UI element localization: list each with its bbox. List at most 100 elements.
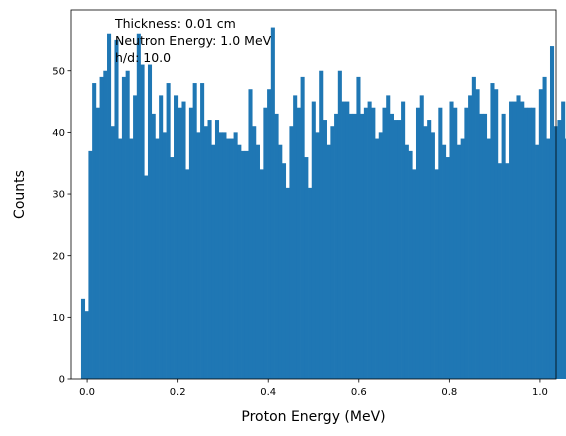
- histogram-bar: [214, 120, 220, 380]
- histogram-bar: [445, 157, 450, 379]
- histogram-bar: [423, 126, 428, 379]
- histogram-bar: [315, 132, 320, 379]
- histogram-bar: [285, 187, 290, 379]
- x-tick-label: 0.4: [260, 387, 276, 398]
- y-tick-label: 40: [52, 128, 65, 139]
- histogram-bar: [162, 132, 167, 379]
- histogram-bar: [352, 113, 357, 379]
- histogram-bar: [281, 163, 287, 379]
- y-tick-label: 30: [52, 190, 65, 201]
- x-tick-label: 0.0: [79, 387, 95, 398]
- histogram-bar: [144, 175, 149, 379]
- histogram-bar: [382, 107, 387, 379]
- histogram-bar: [494, 89, 499, 379]
- histogram-bar: [456, 144, 461, 379]
- histogram-bar: [367, 101, 372, 379]
- histogram-bar: [482, 113, 488, 379]
- histogram-bar: [222, 132, 227, 379]
- histogram-bar: [103, 70, 108, 379]
- histogram-bar: [229, 138, 234, 379]
- histogram-bar: [147, 64, 153, 379]
- histogram-bar: [233, 132, 238, 379]
- histogram-bar: [80, 298, 86, 379]
- histogram-bar: [348, 113, 354, 379]
- histogram-bar: [311, 101, 316, 379]
- y-tick-label: 0: [59, 375, 65, 386]
- histogram-bar: [523, 107, 528, 379]
- histogram-bar: [84, 311, 89, 379]
- histogram-bar: [363, 107, 368, 379]
- histogram-bar: [248, 89, 253, 379]
- histogram-bar: [386, 95, 391, 379]
- histogram-bar: [401, 101, 406, 379]
- histogram-bar: [155, 138, 160, 379]
- histogram-bar: [464, 107, 469, 379]
- histogram-bar: [408, 150, 413, 379]
- histogram-bar: [322, 120, 327, 380]
- histogram-bar: [449, 101, 454, 379]
- x-axis-label: Proton Energy (MeV): [241, 409, 385, 425]
- histogram-bar: [326, 144, 331, 379]
- histogram-bar: [412, 169, 417, 379]
- histogram-bar: [434, 169, 439, 379]
- histogram-bar: [192, 83, 197, 379]
- annotation-hd-ratio: h/d: 10.0: [115, 50, 171, 65]
- histogram-bar: [486, 138, 491, 379]
- histogram-bars: [80, 27, 566, 380]
- histogram-bar: [255, 144, 260, 379]
- histogram-bar: [211, 144, 216, 379]
- histogram-bar: [110, 126, 115, 379]
- histogram-bar: [356, 76, 361, 379]
- histogram-bar: [527, 107, 532, 379]
- histogram-bar: [300, 76, 305, 379]
- histogram-bar: [438, 107, 443, 379]
- histogram-bar: [151, 113, 156, 379]
- histogram-bar: [166, 83, 171, 379]
- histogram-bar: [419, 95, 424, 379]
- histogram-bar: [107, 33, 112, 380]
- histogram-bar: [468, 95, 473, 379]
- histogram-bar: [218, 132, 223, 379]
- histogram-bar: [267, 89, 272, 379]
- histogram-bar: [501, 113, 506, 379]
- histogram-bar: [460, 138, 465, 379]
- histogram-bar: [177, 107, 182, 379]
- histogram-bar: [252, 126, 257, 379]
- histogram-bar: [389, 113, 394, 379]
- histogram-bar: [516, 95, 521, 379]
- histogram-bar: [427, 120, 432, 380]
- histogram-bar: [497, 163, 502, 379]
- histogram-bar: [226, 138, 231, 379]
- histogram-bar: [564, 138, 566, 379]
- histogram-bar: [259, 169, 264, 379]
- histogram-bar: [393, 120, 398, 380]
- histogram-bar: [278, 144, 283, 379]
- x-tick-label: 1.0: [532, 387, 548, 398]
- histogram-bar: [345, 101, 350, 379]
- histogram-bar: [561, 101, 566, 379]
- histogram-bar: [95, 107, 100, 379]
- histogram-bar: [263, 107, 268, 379]
- y-tick-label: 20: [52, 251, 65, 262]
- histogram-bar: [125, 70, 130, 379]
- histogram-bar: [274, 113, 279, 379]
- histogram-bar: [415, 107, 421, 379]
- histogram-bar: [92, 83, 97, 379]
- histogram-bar: [296, 107, 301, 379]
- histogram-bar: [289, 126, 294, 379]
- histogram-bar: [207, 120, 212, 380]
- annotation-thickness: Thickness: 0.01 cm: [114, 16, 236, 31]
- histogram-bar: [304, 157, 309, 379]
- histogram-bar: [244, 150, 249, 379]
- histogram-bar: [542, 76, 547, 379]
- histogram-bar: [360, 113, 365, 379]
- histogram-bar: [129, 138, 134, 379]
- histogram-bar: [118, 138, 123, 379]
- histogram-bar: [270, 27, 275, 379]
- histogram-bar: [375, 138, 380, 379]
- histogram-bar: [114, 39, 119, 380]
- histogram-bar: [133, 95, 138, 379]
- histogram-bar: [121, 76, 126, 379]
- histogram-bar: [241, 150, 246, 379]
